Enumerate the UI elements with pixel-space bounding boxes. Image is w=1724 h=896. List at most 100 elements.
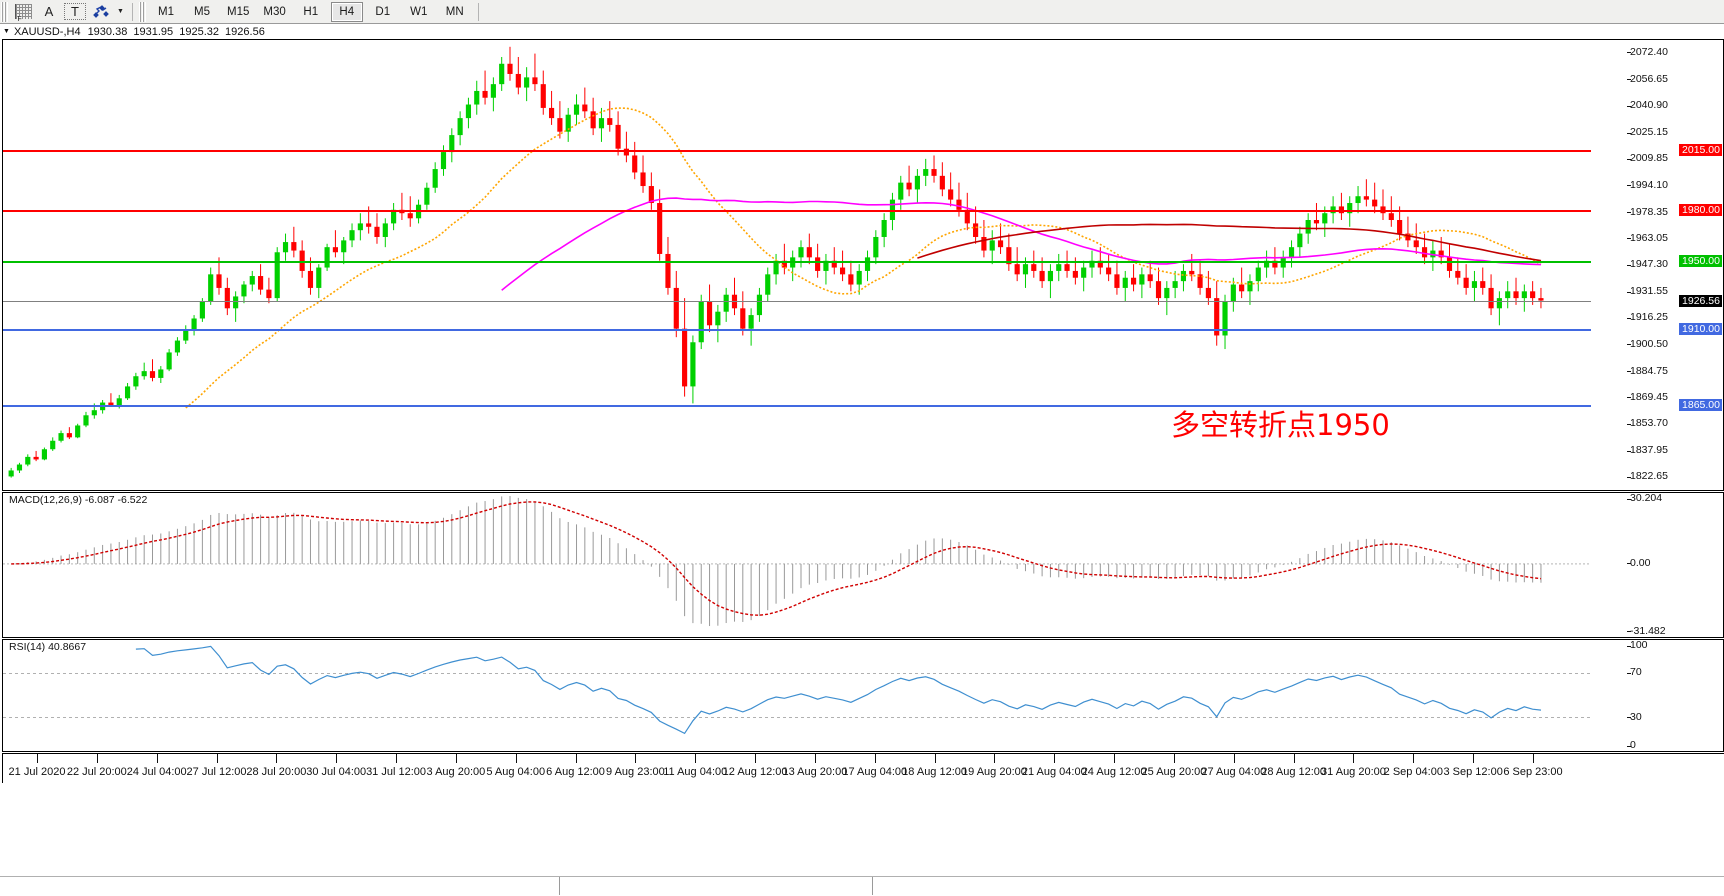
level-2015-tag[interactable]: 2015.00 [1679,144,1722,157]
time-tick-mark-23 [1413,754,1415,763]
time-tick-label-10: 9 Aug 23:00 [606,766,665,778]
level-1980-tag[interactable]: 1980.00 [1679,203,1722,216]
price-tick-label: 1963.05 [1630,231,1668,244]
timeframe-drag-handle[interactable] [139,1,146,22]
time-axis[interactable]: 21 Jul 2020 22 Jul 20:00 24 Jul 04:00 27 Ju… [2,753,1724,783]
price-tick-label: 2056.65 [1630,72,1668,85]
ohlc-low: 1925.32 [179,25,219,38]
crosshair-f-icon[interactable] [10,1,36,23]
level-1865-tag[interactable]: 1865.00 [1679,399,1722,412]
timeframe-d1[interactable]: D1 [375,5,391,18]
toolbar-separator [132,2,133,21]
scrollbar-right-segment[interactable] [872,877,1724,895]
toolbar-separator-2 [477,2,479,21]
time-tick-label-16: 19 Aug 20:00 [962,766,1027,778]
scrollbar-left-segment[interactable] [0,877,560,895]
rsi-tick-label: 70 [1630,666,1642,679]
text-label-icon[interactable]: A [44,4,54,19]
timeframe-m30[interactable]: M30 [263,5,286,18]
macd-panel[interactable]: MACD(12,26,9) -6.087 -6.522 30.204 0.00 -3… [2,492,1724,638]
rsi-plot[interactable] [3,640,1723,751]
rsi-panel[interactable]: RSI(14) 40.8667 100 70 30 0 [2,639,1724,752]
main-toolbar: A T ▼ M1 M5 M15 M30 H1 H4 D1 W1 MN [0,0,1724,24]
price-tick-label: 2009.85 [1630,152,1668,165]
time-tick-label-21: 28 Aug 12:00 [1261,766,1327,778]
time-tick-mark-2 [156,754,158,763]
support-1865[interactable] [3,405,1591,408]
price-tick-label: 1916.25 [1630,311,1668,324]
macd-plot[interactable] [3,493,1723,637]
price-chart-panel[interactable]: 多空转折点1950 2072.40 2056.65 2040.90 2025.15 20… [2,39,1724,491]
scrollbar-thumb[interactable] [561,877,871,895]
time-tick-mark-4 [276,754,278,763]
time-tick-label-15: 18 Aug 12:00 [902,766,968,778]
time-tick-mark-18 [1114,754,1116,763]
price-tick-label: 1884.75 [1630,364,1668,377]
time-tick-mark-17 [1054,754,1056,763]
resistance-1980[interactable] [3,209,1591,212]
time-tick-label-20: 27 Aug 04:00 [1201,766,1267,778]
time-tick-mark-9 [575,754,577,763]
time-tick-mark-0 [37,754,38,763]
chart-menu-caret[interactable]: ▼ [3,28,10,35]
time-tick-label-7: 3 Aug 20:00 [426,766,486,778]
time-tick-mark-25 [1533,754,1534,763]
time-tick-label-1: 22 Jul 20:00 [66,766,127,778]
time-tick-label-3: 27 Jul 12:00 [186,766,247,778]
price-y-axis[interactable]: 2072.40 2056.65 2040.90 2025.15 2009.85 1994.… [1590,40,1723,490]
text-box-icon[interactable]: T [62,1,88,22]
price-tick-label: 1822.65 [1630,470,1668,482]
time-tick-label-0: 21 Jul 2020 [8,766,66,778]
price-tick-label: 2025.15 [1630,126,1668,139]
ohlc-values: 1930.38 1931.95 1925.32 1926.56 [88,26,268,38]
rsi-tick-label: 100 [1630,639,1648,651]
macd-tick-label: -31.482 [1630,624,1666,637]
time-tick-mark-12 [755,754,757,763]
level-1910-tag[interactable]: 1910.00 [1679,322,1722,335]
timeframe-m15[interactable]: M15 [227,5,250,18]
time-tick-label-22: 31 Aug 20:00 [1321,766,1386,778]
time-tick-label-4: 28 Jul 20:00 [246,766,307,778]
price-tick-label: 1947.30 [1630,258,1668,271]
last-price-line[interactable] [3,300,1591,302]
time-tick-mark-10 [635,754,637,763]
chart-annotation-text: 多空转折点1950 [1171,408,1390,442]
timeframe-mn[interactable]: MN [445,5,464,18]
last-price-tag[interactable]: 1926.56 [1679,294,1722,307]
toolbar-drag-handle[interactable] [1,1,8,22]
price-tick-label: 1837.95 [1630,444,1668,457]
chart-area[interactable]: 多空转折点1950 2072.40 2056.65 2040.90 2025.15 20… [0,39,1724,896]
time-tick-label-13: 13 Aug 20:00 [782,766,848,778]
timeframe-group: M1 M5 M15 M30 H1 H4 D1 W1 MN [148,1,473,22]
resistance-2015[interactable] [3,150,1591,153]
time-tick-mark-13 [814,754,816,763]
ohlc-open: 1930.38 [87,25,128,38]
ohlc-high: 1931.95 [133,25,174,38]
chart-scrollbar-strip[interactable] [0,876,1724,896]
objects-dropdown-caret[interactable]: ▼ [117,8,124,15]
support-1910[interactable] [3,328,1591,331]
macd-tick-label: 30.204 [1630,492,1663,505]
timeframe-h4[interactable]: H4 [330,1,363,22]
macd-svg [3,496,1591,627]
pivot-1950[interactable] [3,260,1591,263]
macd-label: MACD(12,26,9) -6.087 -6.522 [7,494,150,506]
time-tick-label-14: 17 Aug 04:00 [842,766,908,778]
price-tick-label: 1931.55 [1630,285,1668,298]
timeframe-w1[interactable]: W1 [410,5,428,18]
time-tick-mark-11 [695,754,697,763]
timeframe-m1[interactable]: M1 [158,5,174,18]
rsi-label: RSI(14) 40.8667 [7,641,89,653]
time-tick-label-8: 5 Aug 04:00 [486,766,546,778]
time-tick-label-23: 2 Sep 04:00 [1383,766,1443,778]
time-tick-label-19: 25 Aug 20:00 [1141,766,1207,778]
price-plot[interactable] [3,40,1723,490]
macd-y-axis: 30.204 0.00 -31.482 [1590,492,1723,637]
timeframe-m5[interactable]: M5 [194,5,210,18]
level-1950-tag[interactable]: 1950.00 [1679,254,1722,267]
price-tick-label: 1994.10 [1630,178,1668,191]
time-tick-mark-1 [96,754,98,763]
price-tick-label: 1869.45 [1630,390,1668,403]
timeframe-h1[interactable]: H1 [303,5,319,18]
objects-icon[interactable] [88,1,114,22]
